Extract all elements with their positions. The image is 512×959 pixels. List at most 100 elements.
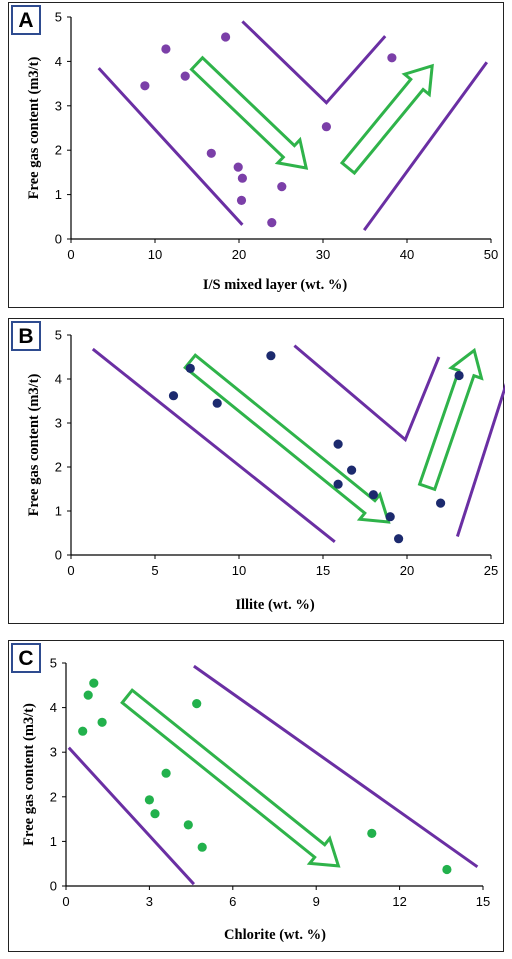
y-tick-label: 4 [50, 700, 57, 715]
data-point [321, 122, 331, 132]
data-point [89, 678, 99, 688]
data-point [144, 795, 154, 805]
data-point [212, 398, 222, 408]
x-tick-label: 15 [316, 563, 330, 578]
data-point [180, 71, 190, 81]
trend-arrow [339, 63, 434, 176]
x-tick-label: 6 [229, 894, 236, 909]
x-tick-label: 3 [146, 894, 153, 909]
y-tick-label: 5 [55, 328, 62, 343]
data-point [454, 370, 464, 381]
data-point [161, 768, 171, 778]
y-tick-label: 0 [55, 548, 62, 563]
x-tick-label: 0 [67, 563, 74, 578]
y-tick-label: 4 [55, 372, 62, 387]
y-axis-label: Free gas content (m3/t) [21, 703, 37, 846]
chart-a: 0 10 20 30 40 50 0 1 2 3 4 5 I/S mixed layer (wt. %)… [26, 10, 498, 294]
y-axis-label: Free gas content (m3/t) [26, 56, 42, 199]
data-point [237, 173, 247, 183]
x-tick-label: 20 [400, 563, 414, 578]
data-point [83, 690, 93, 700]
y-tick-label: 5 [55, 10, 62, 25]
data-point [367, 828, 377, 838]
panel-c: 0 3 6 9 12 15 0 1 2 3 4 5 Chlorite (wt. %) Free gas c… [8, 640, 504, 952]
data-point [347, 465, 357, 475]
x-tick-label: 15 [476, 894, 490, 909]
y-tick-label: 2 [50, 789, 57, 804]
data-point [385, 512, 395, 522]
data-point [442, 864, 452, 875]
trend-line [362, 61, 489, 231]
x-tick-label: 0 [67, 247, 74, 262]
panel-label-b: B [11, 321, 41, 351]
trend-line [293, 344, 441, 443]
trend-line [97, 67, 244, 226]
trend-arrow [189, 55, 309, 170]
data-point [183, 820, 193, 830]
panel-label-c: C [11, 643, 41, 673]
trend-line [91, 347, 336, 543]
x-axis-label: Chlorite (wt. %) [224, 927, 326, 943]
y-tick-label: 2 [55, 143, 62, 158]
x-axis-label: I/S mixed layer (wt. %) [203, 277, 347, 293]
y-tick-label: 1 [55, 187, 62, 202]
trend-arrow [183, 353, 391, 524]
x-tick-label: 10 [148, 247, 162, 262]
x-tick-label: 20 [232, 247, 246, 262]
x-tick-label: 9 [313, 894, 320, 909]
y-tick-label: 5 [50, 656, 57, 671]
x-axis-label: Illite (wt. %) [235, 597, 314, 613]
data-point [161, 44, 171, 54]
data-point [368, 490, 378, 500]
x-tick-label: 25 [484, 563, 498, 578]
trend-line [241, 20, 387, 105]
data-point [221, 32, 231, 42]
y-tick-label: 3 [50, 745, 57, 760]
panel-label-a: A [11, 5, 41, 35]
data-point [168, 391, 179, 401]
trend-line [67, 746, 196, 886]
trend-arrow [417, 347, 484, 492]
data-point [192, 699, 202, 709]
data-point [233, 162, 243, 172]
trend-line [193, 664, 479, 869]
data-point [140, 81, 150, 91]
data-point [97, 717, 107, 727]
y-tick-label: 0 [50, 879, 57, 894]
data-point [236, 195, 247, 205]
x-tick-label: 5 [151, 563, 158, 578]
data-point [277, 182, 287, 192]
data-point [436, 498, 446, 508]
trend-arrow [120, 688, 341, 868]
y-tick-label: 1 [55, 504, 62, 519]
data-point [150, 809, 160, 819]
panel-b: 0 5 10 15 20 25 0 1 2 3 4 5 Illite (wt. %) Free gas c… [8, 318, 505, 624]
x-tick-label: 0 [62, 894, 69, 909]
y-axis-label: Free gas content (m3/t) [26, 373, 42, 516]
data-point [387, 53, 397, 63]
data-point [185, 363, 195, 373]
data-point [267, 218, 277, 228]
data-point [266, 351, 276, 361]
y-tick-label: 2 [55, 460, 62, 475]
y-tick-label: 4 [55, 54, 62, 69]
x-tick-label: 50 [484, 247, 498, 262]
data-point [394, 534, 404, 544]
x-tick-label: 12 [392, 894, 406, 909]
x-tick-label: 10 [232, 563, 246, 578]
y-tick-label: 3 [55, 98, 62, 113]
data-point [197, 842, 207, 852]
x-tick-label: 40 [400, 247, 414, 262]
data-point [333, 479, 343, 489]
data-point [333, 439, 343, 449]
trend-line [455, 382, 505, 537]
data-point [78, 726, 88, 736]
x-tick-label: 30 [316, 247, 330, 262]
chart-b: 0 5 10 15 20 25 0 1 2 3 4 5 Illite (wt. %) Free gas c… [26, 328, 505, 613]
data-point [206, 148, 216, 158]
y-tick-label: 1 [50, 834, 57, 849]
y-tick-label: 0 [55, 232, 62, 247]
y-tick-label: 3 [55, 416, 62, 431]
panel-a: 0 10 20 30 40 50 0 1 2 3 4 5 I/S mixed layer (wt. %)… [8, 2, 504, 308]
